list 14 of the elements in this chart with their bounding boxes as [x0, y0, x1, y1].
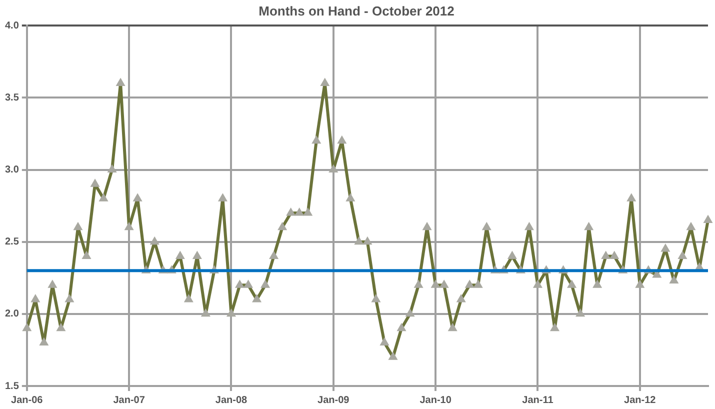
y-tick-label: 4.0 — [4, 20, 20, 32]
x-tick-label: Jan-07 — [113, 394, 146, 406]
x-tick-label: Jan-09 — [318, 394, 350, 406]
y-tick-label: 3.0 — [4, 164, 20, 176]
y-tick-label: 2.0 — [4, 308, 20, 320]
y-tick-label: 2.5 — [4, 236, 20, 248]
x-tick-label: Jan-08 — [215, 394, 248, 406]
chart-title: Months on Hand - October 2012 — [258, 3, 454, 18]
x-tick-label: Jan-11 — [522, 394, 554, 406]
y-tick-label: 3.5 — [4, 92, 20, 104]
x-tick-label: Jan-12 — [624, 394, 656, 406]
y-tick-label: 1.5 — [4, 380, 20, 392]
x-tick-label: Jan-06 — [11, 394, 44, 406]
x-tick-label: Jan-10 — [420, 394, 452, 406]
